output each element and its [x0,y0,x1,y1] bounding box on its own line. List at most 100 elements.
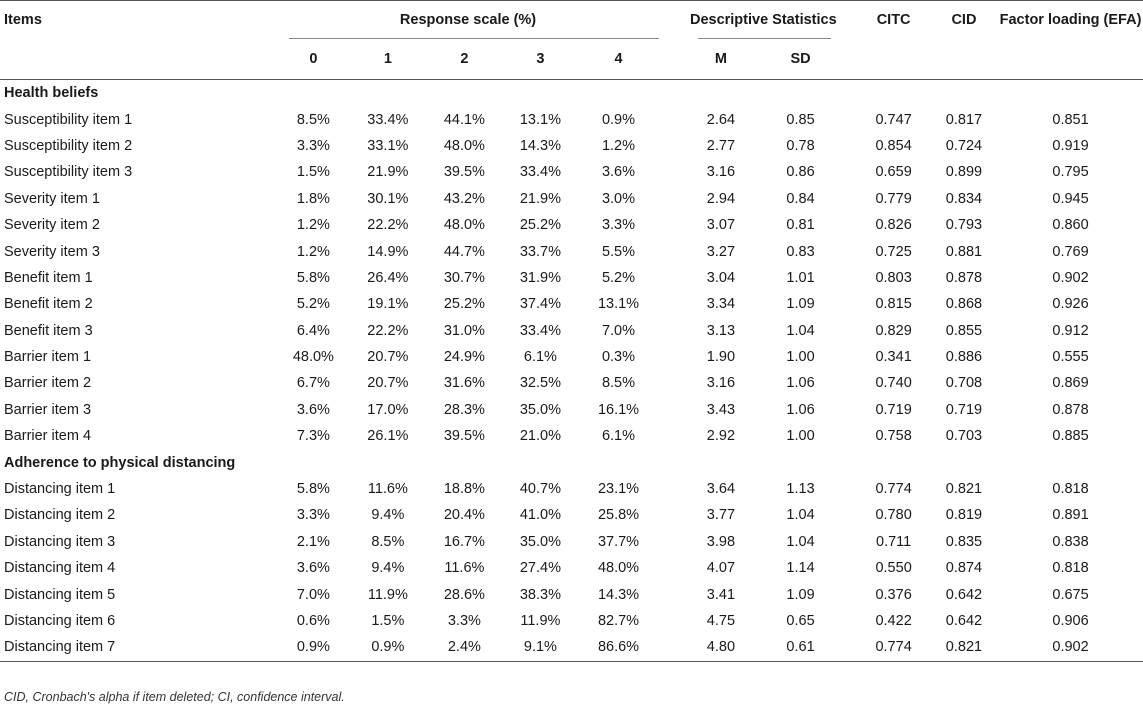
cell-mean: 4.80 [683,634,759,662]
cell-spacer [659,555,684,581]
cell-scale-0: 5.2% [296,296,330,313]
cell-mean: 2.94 [706,190,736,207]
cell-scale-2: 44.1% [443,111,485,128]
cell-sd: 1.06 [786,375,815,392]
cell-scale-1: 30.1% [367,190,409,207]
header-scale-4: 4 [614,51,623,67]
table-header: Items Response scale (%) Descriptive Sta… [0,1,1143,80]
cell-scale-3: 38.3% [519,586,561,603]
cell-scale-3: 31.9% [519,269,561,286]
cell-spacer [843,291,857,317]
cell-sd: 1.04 [786,533,815,550]
cell-scale-1: 26.4% [367,269,409,286]
cell-spacer [843,502,857,528]
cell-mean: 3.41 [706,586,736,603]
header-response-scale: Response scale (%) [277,1,659,40]
cell-scale-4: 48.0% [597,560,640,577]
cell-scale-1: 22.2% [367,322,409,339]
cell-scale-3: 25.2% [519,217,561,234]
cell-scale-1: 22.2% [367,217,409,234]
cell-factor-loading: 0.818 [1052,481,1089,498]
header-sd: SD [790,51,811,67]
cell-factor-loading: 0.818 [1052,560,1089,577]
cell-scale-3: 35.0% [519,401,561,418]
cell-mean: 4.07 [706,560,736,577]
cell-sd: 0.65 [786,613,815,629]
header-m: M [714,51,727,67]
cell-mean: 2.77 [706,137,736,154]
cell-mean: 3.34 [706,296,736,313]
cell-scale-2: 39.5% [443,428,485,445]
cell-mean: 3.16 [706,164,736,181]
cell-scale-2: 39.5% [443,164,485,181]
cell-scale-1: 8.5% [371,533,405,550]
cell-scale-2: 44.7% [443,243,485,260]
cell-factor-loading: 0.891 [1052,507,1089,524]
cell-spacer [659,238,684,264]
cell-sd: 0.83 [786,243,815,260]
cell-mean: 3.27 [706,243,736,260]
cell-item: Distancing item 3 [4,533,116,550]
cell-sd: 1.09 [786,586,815,603]
cell-scale-0: 7.3% [296,428,330,445]
cell-spacer [843,581,857,607]
cell-item: Distancing item 7 [0,634,278,662]
header-scale-0: 0 [309,51,318,67]
cell-spacer [843,423,857,449]
cell-item: Susceptibility item 1 [4,111,133,128]
cell-citc: 0.779 [875,190,912,207]
cell-scale-4: 5.5% [601,243,636,260]
cell-scale-1: 17.0% [367,401,409,418]
cell-sd: 0.86 [786,164,815,181]
cell-sd: 0.78 [786,137,815,154]
cell-scale-1: 33.4% [367,111,409,128]
cell-sd: 0.84 [786,190,815,207]
cell-scale-3: 6.1% [523,349,557,366]
cell-item: Severity item 3 [4,243,100,260]
cell-citc: 0.803 [875,269,912,286]
cell-cid: 0.817 [945,111,983,128]
cell-mean: 3.64 [706,481,736,498]
cell-sd: 0.61 [758,634,843,662]
cell-scale-2: 24.9% [443,349,485,366]
cell-factor-loading: 0.769 [1052,243,1089,260]
cell-sd: 0.81 [786,217,815,234]
table-row: Severity item 2 1.2% 22.2% 48.0% 25.2% 3.3% 3.… [0,212,1143,238]
header-spacer [843,39,857,80]
cell-scale-2: 18.8% [443,481,485,498]
cell-scale-0: 3.6% [296,401,330,418]
cell-sd: 1.00 [786,428,815,445]
cell-scale-2: 3.3% [447,613,481,629]
header-row-primary: Items Response scale (%) Descriptive Sta… [0,1,1143,40]
section-title: Health beliefs [4,85,99,102]
table-row: Barrier item 4 7.3% 26.1% 39.5% 21.0% 6.1% 2.9… [0,423,1143,449]
table-row: Susceptibility item 1 8.5% 33.4% 44.1% 13.1%… [0,106,1143,132]
cell-cid: 0.819 [945,507,983,524]
cell-sd: 1.14 [786,560,815,577]
cell-spacer [843,608,857,634]
cell-cid: 0.881 [945,243,983,260]
table-row: Distancing item 1 5.8% 11.6% 18.8% 40.7% 23.1… [0,476,1143,502]
cell-spacer [659,529,684,555]
cell-scale-3: 33.7% [519,243,561,260]
cell-scale-1: 26.1% [367,428,409,445]
table-row: Susceptibility item 3 1.5% 21.9% 39.5% 33.4%… [0,159,1143,185]
cell-citc: 0.422 [875,613,912,629]
cell-factor-loading: 0.945 [1052,190,1089,207]
cell-factor-loading: 0.851 [1052,111,1089,128]
cell-spacer [843,555,857,581]
cell-spacer [843,159,857,185]
header-blank [998,39,1143,80]
section-header-row: Adherence to physical distancing [0,449,1143,475]
cell-cid: 0.793 [945,217,983,234]
cell-scale-0: 1.2% [296,243,330,260]
table-row: Benefit item 1 5.8% 26.4% 30.7% 31.9% 5.2% 3.0… [0,265,1143,291]
cell-scale-4: 82.7% [597,613,640,629]
cell-scale-0: 6.4% [296,322,330,339]
cell-factor-loading: 0.555 [1052,349,1089,366]
cell-item: Barrier item 1 [4,349,92,366]
section-title: Adherence to physical distancing [4,454,236,471]
table-row: Barrier item 2 6.7% 20.7% 31.6% 32.5% 8.5% 3.1… [0,370,1143,396]
header-scale-1: 1 [383,51,392,67]
cell-citc: 0.740 [875,375,912,392]
